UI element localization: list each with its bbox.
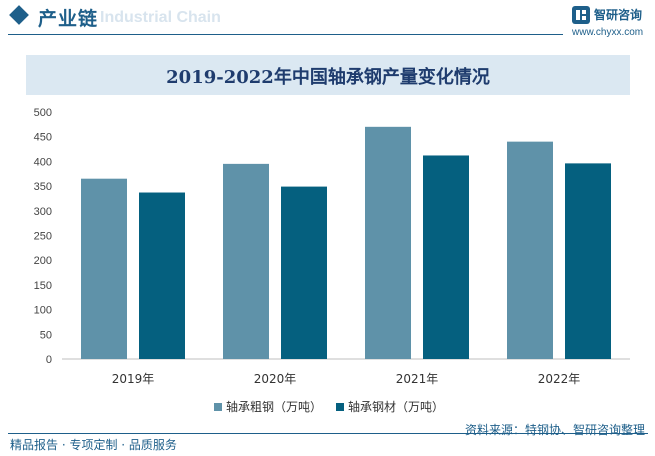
bar-series1 (223, 163, 269, 359)
data-source: 资料来源：特钢协、智研咨询整理 (464, 423, 645, 437)
legend-label-series2: 轴承钢材（万吨） (348, 400, 445, 414)
y-tick-label: 400 (34, 156, 52, 168)
legend-swatch-series1 (214, 402, 222, 411)
y-tick-label: 200 (34, 255, 52, 267)
legend-item-series1: 轴承粗钢（万吨） (214, 398, 322, 415)
brand-name: 智研咨询 (594, 8, 643, 22)
y-tick-label: 150 (34, 280, 52, 292)
legend-label-series1: 轴承粗钢（万吨） (226, 400, 323, 414)
bar-series1 (365, 126, 411, 359)
chart-title-banner: 2019-2022年中国轴承钢产量变化情况 (26, 55, 630, 95)
header-watermark: Industrial Chain (100, 9, 221, 26)
bar-series2 (281, 186, 327, 359)
legend-swatch-series2 (336, 402, 345, 411)
y-tick-label: 50 (40, 329, 52, 341)
y-tick-label: 500 (34, 107, 52, 119)
chart-legend: 轴承粗钢（万吨） 轴承钢材（万吨） (214, 398, 458, 415)
page-title: 产业链 (38, 8, 99, 30)
y-tick-label: 100 (34, 305, 52, 317)
y-tick-label: 250 (34, 231, 52, 243)
x-tick-label: 2020年 (254, 372, 297, 386)
bar-series2 (423, 155, 469, 359)
x-tick-label: 2019年 (112, 372, 155, 386)
bar-series1 (507, 141, 553, 359)
bar-series1 (81, 178, 127, 359)
chart-title: 2019-2022年中国轴承钢产量变化情况 (166, 67, 490, 88)
footer-divider (8, 433, 648, 434)
x-tick-label: 2021年 (396, 372, 439, 386)
brand-url[interactable]: www.chyxx.com (572, 27, 644, 38)
y-tick-label: 300 (34, 206, 52, 218)
y-tick-label: 0 (46, 354, 52, 366)
footer-tagline: 精品报告 · 专项定制 · 品质服务 (10, 438, 177, 452)
bar-series2 (139, 192, 185, 359)
y-tick-label: 350 (34, 181, 52, 193)
bar-series2 (565, 163, 611, 359)
header-divider (8, 34, 563, 35)
legend-item-series2: 轴承钢材（万吨） (336, 398, 444, 415)
y-tick-label: 450 (34, 132, 52, 144)
x-tick-label: 2022年 (538, 372, 581, 386)
brand-logo-icon (572, 6, 590, 24)
